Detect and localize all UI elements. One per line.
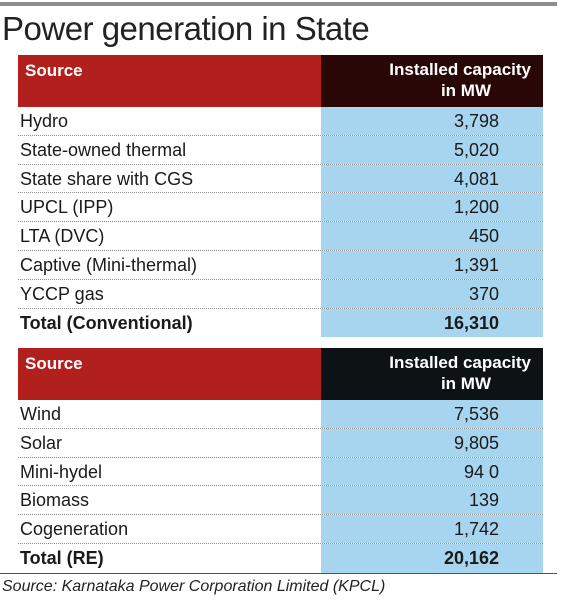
table-row: Wind 7,536 [18,400,543,429]
capacity-cell: 7,536 [321,400,543,428]
source-cell: Mini-hydel [20,461,103,482]
source-cell: Total (RE) [20,547,104,568]
conventional-table: Source Installed capacity in MW Hydro 3,7… [18,55,543,338]
header-capacity-line2: in MW [440,374,491,393]
source-cell: Hydro [20,111,69,131]
header-capacity-line1: Installed capacity [389,353,531,372]
header-capacity-line2: in MW [440,81,491,100]
source-cell: YCCP gas [20,283,104,304]
capacity-cell: 1,200 [321,193,543,222]
total-row: Total (RE) 20,162 [18,543,543,573]
bottom-rule [0,573,557,574]
source-cell: UPCL (IPP) [20,197,114,218]
table-row: Mini-hydel 94 0 [18,457,543,487]
header-source: Source [18,348,321,400]
capacity-cell: 450 [321,222,543,250]
source-cell: LTA (DVC) [20,226,105,247]
source-cell: Captive (Mini-thermal) [20,254,198,275]
source-cell: Solar [20,432,63,453]
table-body: Wind 7,536 Solar 9,805 Mini-hydel 94 0 Biomass… [18,400,543,573]
capacity-cell: 5,020 [321,135,543,164]
capacity-cell: 1,742 [321,515,543,543]
capacity-cell: 20,162 [321,543,543,573]
table-row: YCCP gas 370 [18,279,543,309]
source-cell: Total (Conventional) [20,312,193,333]
source-cell: Cogeneration [20,519,129,540]
renewable-table: Source Installed capacity in MW Wind 7,53… [18,348,543,573]
table-row: LTA (DVC) 450 [18,222,543,251]
header-source: Source [18,55,321,107]
table-header: Source Installed capacity in MW [18,348,543,400]
table-row: State share with CGS 4,081 [18,164,543,194]
capacity-cell: 139 [321,486,543,515]
table-row: State-owned thermal 5,020 [18,135,543,165]
header-capacity: Installed capacity in MW [321,348,543,400]
table-row: Captive (Mini-thermal) 1,391 [18,250,543,280]
table-row: Hydro 3,798 [18,107,543,136]
table-row: Solar 9,805 [18,428,543,458]
source-cell: State-owned thermal [20,139,187,160]
page-title: Power generation in State [2,10,370,47]
header-capacity-line1: Installed capacity [389,60,531,79]
capacity-cell: 16,310 [321,308,543,338]
top-rule [0,2,557,6]
capacity-cell: 370 [321,279,543,308]
table-header: Source Installed capacity in MW [18,55,543,107]
capacity-cell: 94 0 [321,457,543,486]
total-row: Total (Conventional) 16,310 [18,308,543,338]
table-row: Biomass 139 [18,486,543,516]
source-cell: Biomass [20,490,90,511]
capacity-cell: 1,391 [321,250,543,279]
capacity-cell: 3,798 [321,107,543,135]
source-cell: State share with CGS [20,168,194,189]
table-row: UPCL (IPP) 1,200 [18,193,543,223]
capacity-cell: 9,805 [321,428,543,457]
source-cell: Wind [20,404,62,424]
header-capacity: Installed capacity in MW [321,55,543,107]
source-note: Source: Karnataka Power Corporation Limi… [2,578,386,595]
table-row: Cogeneration 1,742 [18,515,543,544]
table-body: Hydro 3,798 State-owned thermal 5,020 State … [18,107,543,338]
capacity-cell: 4,081 [321,164,543,193]
